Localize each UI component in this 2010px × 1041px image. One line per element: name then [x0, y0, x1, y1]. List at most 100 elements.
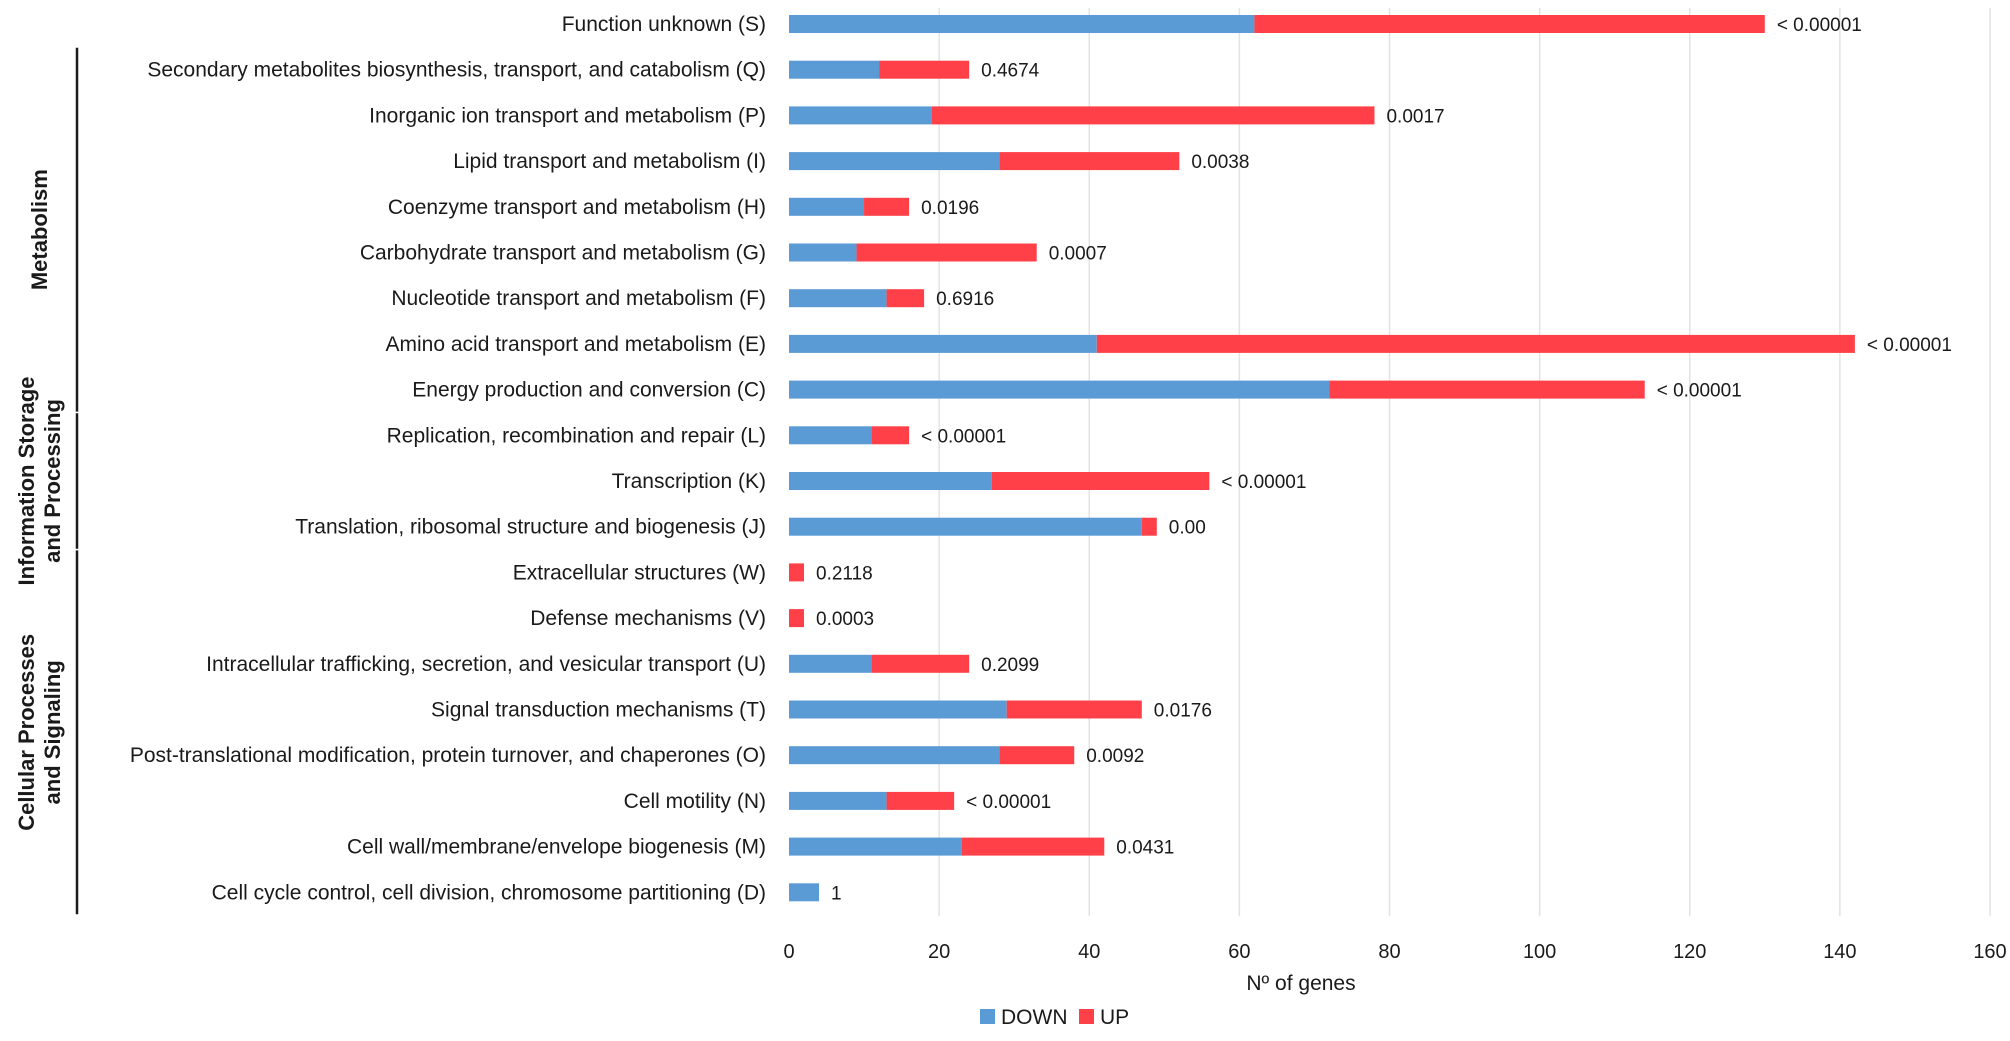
bar-segment-up — [1254, 15, 1765, 33]
gridlines — [938, 8, 1991, 917]
bar-segment-up — [886, 289, 925, 308]
bar-segment-down — [789, 289, 887, 308]
x-tick-label: 120 — [1673, 941, 1706, 963]
group-label: Cellular Processes — [14, 634, 39, 831]
bar-segment-down — [789, 152, 1000, 171]
bar-segment-up — [886, 791, 955, 810]
x-axis-ticks: 0 20 40 60 80 100 120 140 160 — [783, 941, 2006, 963]
bar-segment-up — [1006, 700, 1142, 719]
category-label: Signal transduction mechanisms (T) — [431, 699, 766, 722]
category-label: Function unknown (S) — [562, 13, 766, 36]
bar-segment-up — [1329, 380, 1645, 399]
x-tick-label: 60 — [1228, 941, 1250, 963]
x-tick-label: 100 — [1523, 941, 1556, 963]
bar-segment-down — [789, 746, 1000, 765]
bar-segment-down — [789, 654, 872, 673]
p-value-label: 0.6916 — [936, 289, 994, 310]
bar-segment-up — [1141, 517, 1157, 536]
category-label: Inorganic ion transport and metabolism (… — [369, 104, 766, 127]
p-value-label: 0.0092 — [1086, 746, 1144, 767]
bar-segment-down — [789, 791, 887, 810]
x-tick-label: 40 — [1078, 941, 1100, 963]
p-value-label: < 0.00001 — [921, 426, 1006, 447]
p-value-labels: < 0.00001 0.4674 0.0017 0.0038 0.0196 0.0007 0… — [816, 15, 1952, 904]
x-tick-label: 140 — [1823, 941, 1856, 963]
legend-label: DOWN — [1001, 1006, 1068, 1029]
p-value-label: 0.0431 — [1116, 838, 1174, 859]
bar-segment-up — [864, 197, 910, 216]
category-label: Energy production and conversion (C) — [412, 379, 766, 402]
category-label: Intracellular trafficking, secretion, an… — [206, 653, 766, 676]
category-label: Defense mechanisms (V) — [530, 607, 766, 630]
category-label: Cell wall/membrane/envelope biogenesis (… — [347, 836, 766, 859]
bar-segment-down — [789, 60, 880, 79]
bar-segment-up — [999, 152, 1180, 171]
x-tick-label: 160 — [1973, 941, 2006, 963]
bar-segment-up — [1096, 334, 1855, 353]
p-value-label: 0.0003 — [816, 609, 874, 630]
bar-segment-down — [789, 700, 1007, 719]
group-label: and Processing — [40, 399, 65, 563]
category-label: Transcription (K) — [612, 470, 766, 493]
legend: DOWN UP — [980, 1006, 1129, 1029]
bar-segment-up — [991, 472, 1210, 490]
x-tick-label: 0 — [783, 941, 794, 963]
bar-segment-up — [871, 654, 970, 673]
bar-segment-down — [789, 837, 962, 856]
bar-segment-down — [789, 197, 865, 216]
bar-segment-down — [789, 15, 1255, 33]
p-value-label: < 0.00001 — [1221, 472, 1306, 493]
category-label: Nucleotide transport and metabolism (F) — [391, 287, 766, 310]
category-groups: Metabolism Information Storage and Process… — [14, 47, 79, 915]
bar-segment-down — [789, 334, 1097, 353]
category-label: Cell cycle control, cell division, chrom… — [212, 881, 766, 904]
category-label: Translation, ribosomal structure and bio… — [295, 516, 766, 539]
p-value-label: < 0.00001 — [966, 792, 1051, 813]
bar-segment-down — [789, 106, 932, 125]
legend-swatch-up — [1079, 1009, 1094, 1024]
bar-segment-down — [789, 517, 1142, 536]
p-value-label: 0.0196 — [921, 198, 979, 219]
p-value-label: 0.0017 — [1386, 106, 1444, 127]
p-value-label: < 0.00001 — [1657, 381, 1742, 402]
p-value-label: < 0.00001 — [1777, 15, 1862, 36]
category-label: Cell motility (N) — [624, 790, 766, 813]
bar-segment-up — [999, 746, 1075, 765]
bars — [789, 15, 1855, 902]
x-axis-label: Nº of genes — [1246, 972, 1355, 995]
bar-segment-up — [931, 106, 1375, 125]
p-value-label: 0.2118 — [816, 563, 873, 584]
bar-segment-down — [789, 472, 992, 490]
category-label: Lipid transport and metabolism (I) — [453, 150, 766, 173]
category-label: Amino acid transport and metabolism (E) — [386, 333, 767, 356]
bar-segment-up — [856, 243, 1037, 262]
p-value-label: 1 — [831, 883, 842, 904]
bar-segment-up — [789, 563, 805, 582]
category-labels: Function unknown (S) Secondary metabolite… — [130, 13, 766, 904]
p-value-label: 0.2099 — [981, 655, 1039, 676]
category-label: Extracellular structures (W) — [513, 561, 766, 584]
p-value-label: 0.0007 — [1049, 244, 1107, 265]
p-value-label: 0.00 — [1169, 518, 1206, 539]
category-label: Post-translational modification, protein… — [130, 744, 766, 767]
bar-segment-down — [789, 243, 857, 262]
p-value-label: 0.0176 — [1154, 701, 1212, 722]
p-value-label: 0.0038 — [1191, 152, 1249, 173]
group-label: Metabolism — [27, 169, 52, 290]
bar-segment-up — [871, 426, 910, 445]
legend-swatch-down — [980, 1009, 995, 1024]
group-label: and Signaling — [40, 660, 65, 804]
bar-segment-up — [789, 609, 805, 628]
bar-segment-up — [879, 60, 970, 79]
bar-segment-down — [789, 883, 820, 902]
p-value-label: < 0.00001 — [1867, 335, 1952, 356]
category-label: Carbohydrate transport and metabolism (G… — [360, 242, 766, 265]
bar-segment-down — [789, 426, 872, 445]
bar-segment-up — [961, 837, 1105, 856]
legend-label: UP — [1100, 1006, 1129, 1029]
x-tick-label: 20 — [928, 941, 950, 963]
group-label: Information Storage — [14, 376, 39, 585]
category-label: Secondary metabolites biosynthesis, tran… — [147, 59, 766, 82]
category-label: Replication, recombination and repair (L… — [387, 424, 766, 447]
